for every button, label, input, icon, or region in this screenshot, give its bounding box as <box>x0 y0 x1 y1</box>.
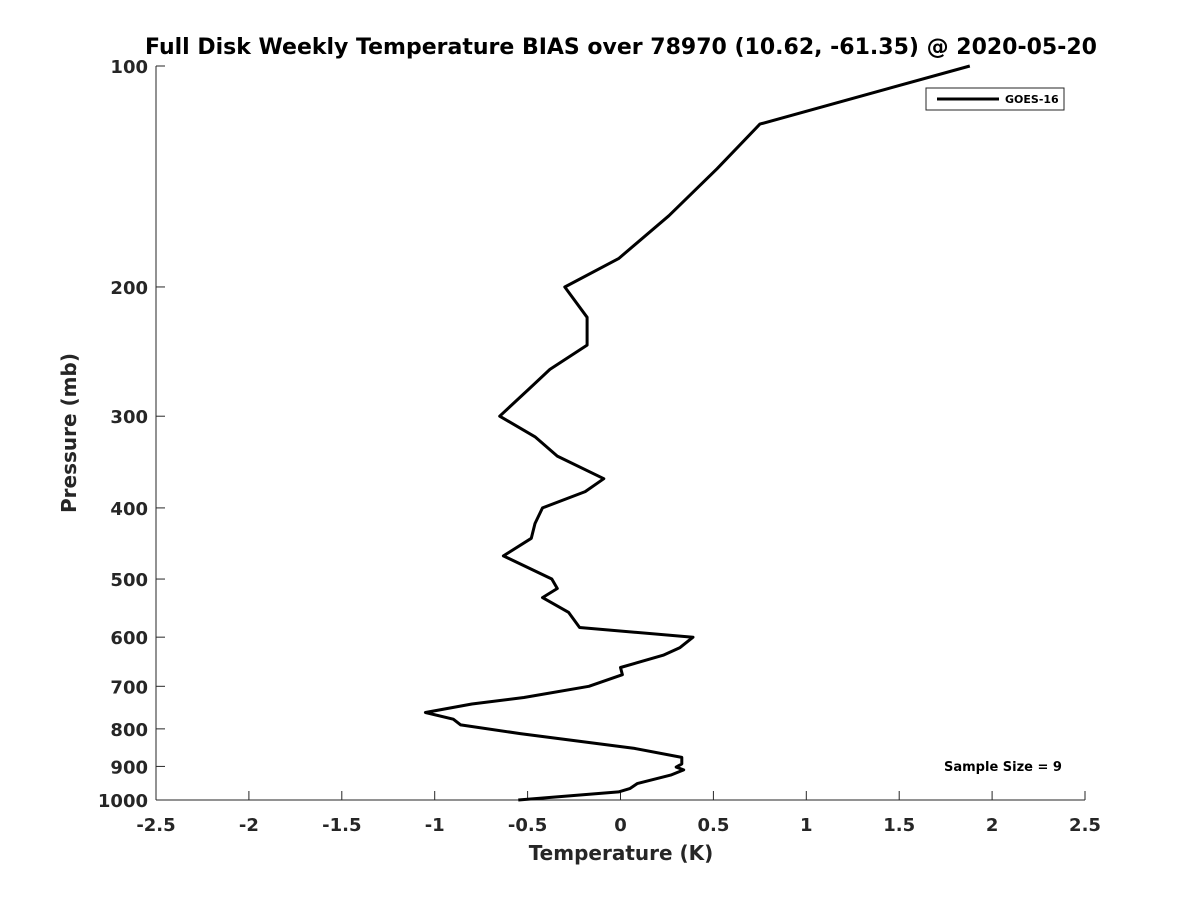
y-tick-label: 200 <box>110 278 148 299</box>
sample-size-annotation: Sample Size = 9 <box>944 760 1062 775</box>
x-ticks: -2.5 -2 -1.5 -1 -0.5 0 0.5 1 1.5 2 2.5 <box>136 791 1101 836</box>
y-tick-label: 900 <box>110 757 148 778</box>
x-tick-label: -0.5 <box>508 815 547 836</box>
legend: GOES-16 <box>925 87 1065 111</box>
x-tick-label: 2 <box>986 815 999 836</box>
x-tick-label: -2.5 <box>136 815 175 836</box>
y-tick-label: 700 <box>110 677 148 698</box>
y-tick-label: 600 <box>110 628 148 649</box>
x-tick-label: -2 <box>239 815 259 836</box>
y-axis-title: Pressure (mb) <box>57 353 81 513</box>
chart-title: Full Disk Weekly Temperature BIAS over 7… <box>145 35 1097 60</box>
legend-label-goes-16: GOES-16 <box>1005 93 1059 106</box>
series-line-goes-16 <box>423 64 971 802</box>
series-layer <box>423 64 971 802</box>
x-tick-label: 0 <box>614 815 627 836</box>
y-tick-label: 800 <box>110 720 148 741</box>
y-tick-label: 300 <box>110 407 148 428</box>
x-tick-label: 0.5 <box>697 815 729 836</box>
y-tick-label: 400 <box>110 499 148 520</box>
x-tick-label: -1.5 <box>322 815 361 836</box>
y-tick-label: 100 <box>110 57 148 78</box>
y-tick-label: 500 <box>110 570 148 591</box>
x-tick-label: 1.5 <box>883 815 915 836</box>
x-tick-label: 2.5 <box>1069 815 1101 836</box>
x-tick-label: -1 <box>425 815 445 836</box>
y-ticks: 100 200 300 400 500 600 700 800 900 1000 <box>98 57 165 812</box>
y-tick-label: 1000 <box>98 791 148 812</box>
x-axis-title: Temperature (K) <box>529 841 714 865</box>
x-tick-label: 1 <box>800 815 813 836</box>
